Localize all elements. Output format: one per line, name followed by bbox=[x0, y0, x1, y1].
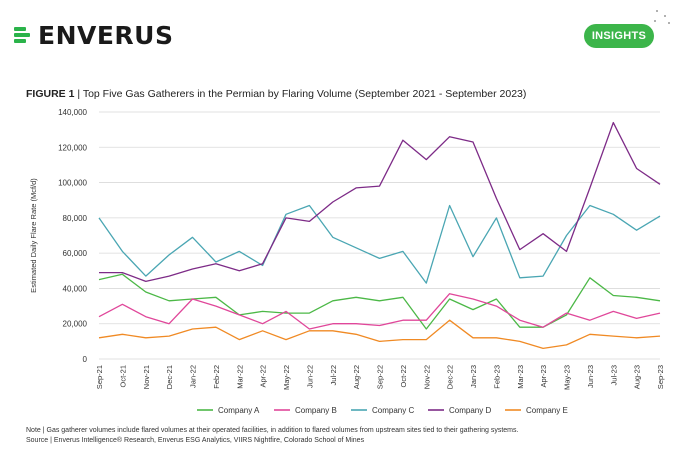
series-line-company-c bbox=[98, 204, 661, 284]
y-tick-label: 100,000 bbox=[58, 179, 87, 188]
legend-label: Company C bbox=[372, 406, 414, 415]
logo-mark-icon bbox=[14, 25, 36, 45]
x-tick-label: May-23 bbox=[563, 365, 572, 390]
y-tick-label: 40,000 bbox=[63, 284, 88, 293]
x-tick-label: Mar-22 bbox=[235, 365, 244, 389]
x-tick-label: Jan-23 bbox=[469, 365, 478, 388]
x-tick-label: Sep-22 bbox=[376, 365, 385, 389]
x-tick-label: Jan-22 bbox=[189, 365, 198, 388]
x-tick-label: Aug-22 bbox=[352, 365, 361, 389]
y-tick-label: 0 bbox=[83, 355, 88, 364]
y-tick-label: 120,000 bbox=[58, 143, 87, 152]
y-tick-label: 60,000 bbox=[63, 249, 88, 258]
figure-title: FIGURE 1 | Top Five Gas Gatherers in the… bbox=[26, 88, 526, 100]
x-tick-label: Aug-23 bbox=[633, 365, 642, 389]
decorative-dots-icon bbox=[650, 6, 674, 26]
x-tick-label: Jul-22 bbox=[329, 365, 338, 385]
footnote-source: Source | Enverus Intelligence® Research,… bbox=[26, 436, 365, 444]
x-tick-label: May-22 bbox=[282, 365, 291, 390]
series-line-company-b bbox=[98, 293, 661, 330]
y-tick-label: 20,000 bbox=[63, 320, 88, 329]
legend-label: Company E bbox=[526, 406, 568, 415]
logo-text: ENVERUS bbox=[38, 20, 174, 50]
figure-label: FIGURE 1 bbox=[26, 88, 75, 100]
y-axis-title: Estimated Daily Flare Rate (Mcf/d) bbox=[29, 178, 38, 293]
legend-label: Company B bbox=[295, 406, 337, 415]
legend-label: Company A bbox=[218, 406, 260, 415]
x-tick-label: Nov-21 bbox=[142, 365, 151, 389]
footnote: Note | Gas gatherer volumes include flar… bbox=[26, 426, 518, 445]
x-tick-label: Apr-23 bbox=[539, 365, 548, 388]
series-line-company-e bbox=[98, 319, 661, 350]
y-tick-label: 140,000 bbox=[58, 108, 87, 117]
series-line-company-a bbox=[98, 273, 661, 330]
footnote-note: Note | Gas gatherer volumes include flar… bbox=[26, 427, 519, 434]
legend-label: Company D bbox=[449, 406, 491, 415]
x-tick-label: Mar-23 bbox=[516, 365, 525, 389]
enverus-logo: ENVERUS bbox=[14, 20, 173, 50]
x-tick-label: Apr-22 bbox=[259, 365, 268, 388]
x-tick-label: Dec-22 bbox=[446, 365, 455, 389]
x-tick-label: Jul-23 bbox=[609, 365, 618, 385]
y-tick-label: 80,000 bbox=[63, 214, 88, 223]
x-tick-label: Sep-21 bbox=[95, 365, 104, 389]
x-tick-label: Feb-22 bbox=[212, 365, 221, 389]
figure-title-text: Top Five Gas Gatherers in the Permian by… bbox=[82, 88, 527, 100]
series-line-company-d bbox=[99, 121, 661, 283]
x-tick-label: Feb-23 bbox=[492, 365, 501, 389]
x-tick-label: Oct-21 bbox=[118, 365, 127, 388]
x-tick-label: Nov-22 bbox=[422, 365, 431, 389]
x-tick-label: Jun-22 bbox=[305, 365, 314, 388]
figure-separator: | bbox=[74, 88, 83, 100]
x-tick-label: Oct-22 bbox=[399, 365, 408, 388]
x-tick-label: Dec-21 bbox=[165, 365, 174, 389]
x-tick-label: Sep-23 bbox=[656, 365, 665, 389]
insights-badge[interactable]: INSIGHTS bbox=[584, 24, 654, 48]
x-tick-label: Jun-23 bbox=[586, 365, 595, 388]
